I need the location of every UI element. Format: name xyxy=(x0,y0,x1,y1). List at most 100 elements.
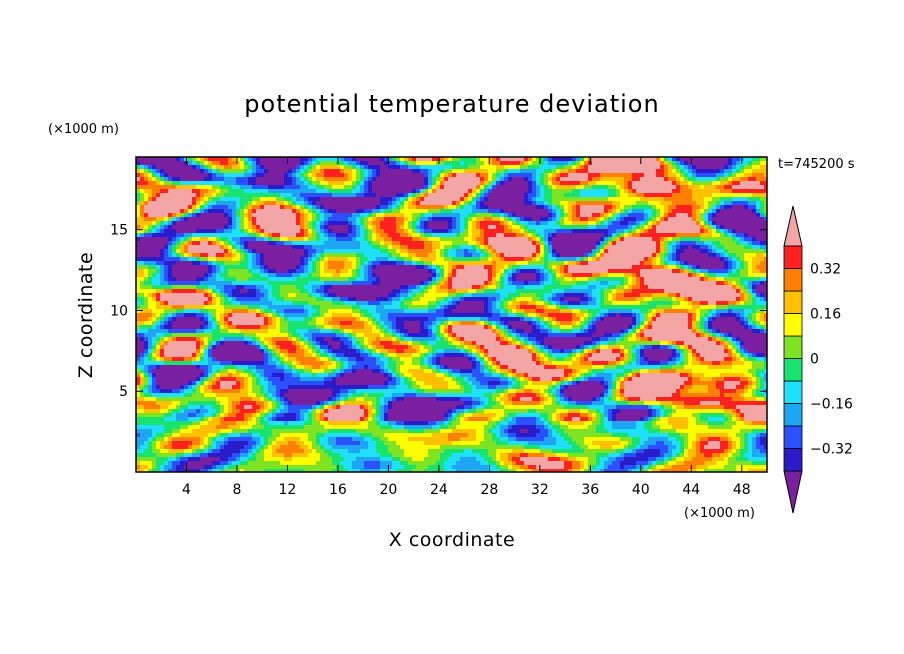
field-cell xyxy=(460,233,465,238)
field-cell xyxy=(576,237,581,242)
field-cell xyxy=(672,253,677,258)
field-cell xyxy=(156,225,161,230)
field-cell xyxy=(656,157,661,162)
field-cell xyxy=(736,257,741,262)
field-cell xyxy=(480,221,485,226)
field-cell xyxy=(204,165,209,170)
field-cell xyxy=(504,209,509,214)
field-cell xyxy=(136,225,141,230)
field-cell xyxy=(384,277,389,282)
field-cell xyxy=(668,189,673,194)
field-cell xyxy=(480,249,485,254)
field-cell xyxy=(640,221,645,226)
field-cell xyxy=(392,233,397,238)
field-cell xyxy=(144,261,149,266)
field-cell xyxy=(764,221,768,226)
field-cell xyxy=(248,229,253,234)
field-cell xyxy=(444,281,449,286)
field-cell xyxy=(184,221,189,226)
field-cell xyxy=(276,233,281,238)
field-cell xyxy=(448,229,453,234)
field-cell xyxy=(252,241,257,246)
field-cell xyxy=(516,253,521,258)
field-cell xyxy=(764,165,768,170)
field-cell xyxy=(580,193,585,198)
field-cell xyxy=(528,277,533,282)
field-cell xyxy=(376,157,381,162)
field-cell xyxy=(248,237,253,242)
field-cell xyxy=(608,173,613,178)
field-cell xyxy=(376,281,381,286)
field-cell xyxy=(600,221,605,226)
field-cell xyxy=(752,245,757,250)
field-cell xyxy=(596,221,601,226)
field-cell xyxy=(656,273,661,278)
field-cell xyxy=(520,261,525,266)
field-cell xyxy=(324,213,329,218)
field-cell xyxy=(236,237,241,242)
field-cell xyxy=(232,265,237,270)
field-cell xyxy=(224,229,229,234)
field-cell xyxy=(632,161,637,166)
field-cell xyxy=(356,201,361,206)
field-cell xyxy=(172,253,177,258)
field-cell xyxy=(528,169,533,174)
field-cell xyxy=(408,237,413,242)
field-cell xyxy=(216,233,221,238)
field-cell xyxy=(340,281,345,286)
field-cell xyxy=(144,241,149,246)
field-cell xyxy=(524,157,529,162)
field-cell xyxy=(296,161,301,166)
field-cell xyxy=(492,273,497,278)
field-cell xyxy=(136,189,141,194)
field-cell xyxy=(636,269,641,274)
field-cell xyxy=(320,221,325,226)
field-cell xyxy=(556,233,561,238)
field-cell xyxy=(264,269,269,274)
field-cell xyxy=(340,233,345,238)
field-cell xyxy=(416,257,421,262)
field-cell xyxy=(492,249,497,254)
field-cell xyxy=(136,253,141,258)
field-cell xyxy=(512,201,517,206)
field-cell xyxy=(268,205,273,210)
field-cell xyxy=(188,229,193,234)
field-cell xyxy=(644,185,649,190)
field-cell xyxy=(608,185,613,190)
field-cell xyxy=(448,253,453,258)
field-cell xyxy=(284,165,289,170)
field-cell xyxy=(476,237,481,242)
field-cell xyxy=(540,221,545,226)
field-cell xyxy=(208,277,213,282)
field-cell xyxy=(196,169,201,174)
field-cell xyxy=(288,265,293,270)
field-cell xyxy=(756,173,761,178)
field-cell xyxy=(712,181,717,186)
field-cell xyxy=(692,261,697,266)
field-cell xyxy=(244,177,249,182)
field-cell xyxy=(556,213,561,218)
field-cell xyxy=(612,197,617,202)
field-cell xyxy=(708,189,713,194)
field-cell xyxy=(176,177,181,182)
field-cell xyxy=(736,185,741,190)
field-cell xyxy=(764,193,768,198)
field-cell xyxy=(500,253,505,258)
field-cell xyxy=(264,161,269,166)
field-cell xyxy=(604,185,609,190)
field-cell xyxy=(292,177,297,182)
field-cell xyxy=(392,269,397,274)
field-cell xyxy=(220,273,225,278)
field-cell xyxy=(468,225,473,230)
field-cell xyxy=(532,181,537,186)
field-cell xyxy=(660,277,665,282)
field-cell xyxy=(444,177,449,182)
field-cell xyxy=(344,229,349,234)
field-cell xyxy=(144,237,149,242)
field-cell xyxy=(652,225,657,230)
field-cell xyxy=(464,221,469,226)
field-cell xyxy=(304,273,309,278)
field-cell xyxy=(224,265,229,270)
field-cell xyxy=(436,261,441,266)
field-cell xyxy=(720,229,725,234)
